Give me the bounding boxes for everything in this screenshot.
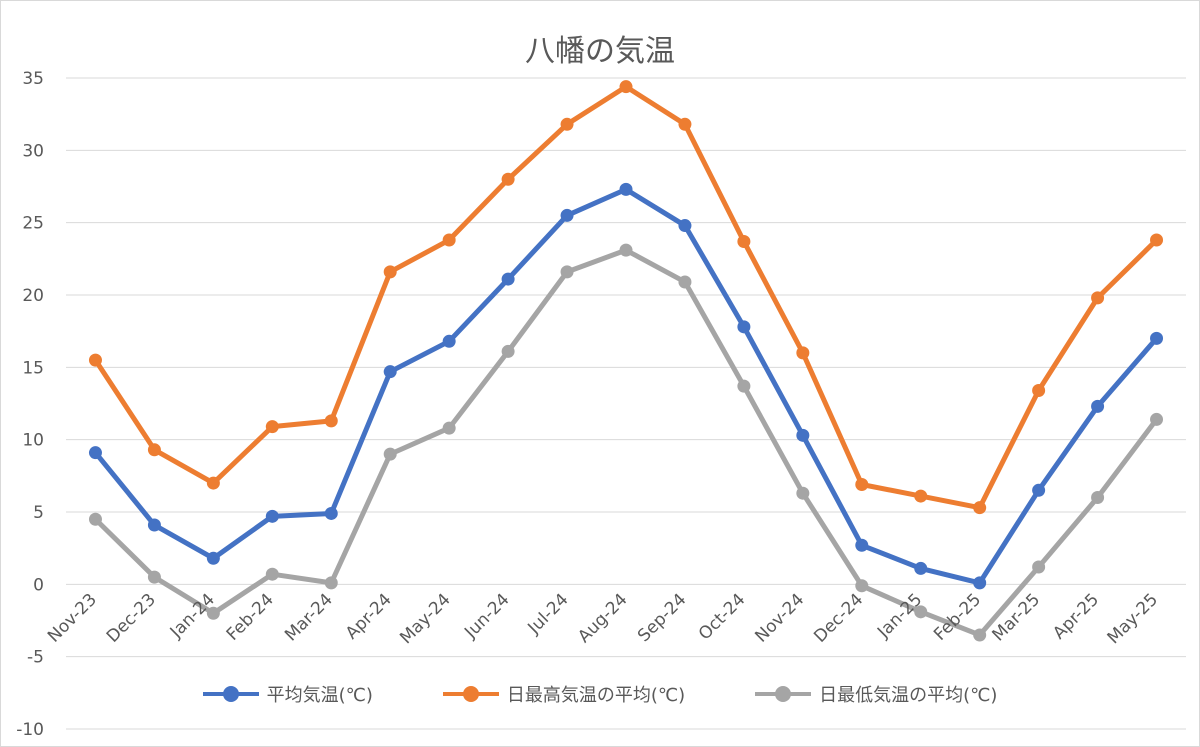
y-tick-label: 0	[33, 575, 44, 595]
x-tick-label: May-25	[1104, 590, 1162, 648]
data-point	[442, 421, 456, 435]
data-point	[678, 275, 692, 289]
x-tick-label: Apr-24	[342, 590, 396, 644]
data-point	[383, 265, 397, 279]
y-tick-label: 25	[22, 214, 44, 234]
data-point	[737, 379, 751, 393]
x-tick-label: Aug-24	[574, 590, 631, 647]
y-tick-label: 10	[22, 431, 44, 451]
data-point	[501, 172, 515, 186]
data-point	[147, 518, 161, 532]
data-point	[1091, 491, 1105, 505]
chart-title: 八幡の気温	[525, 34, 675, 69]
data-point	[914, 489, 928, 503]
legend-swatch	[442, 686, 499, 702]
data-point	[206, 606, 220, 620]
data-point	[1091, 399, 1105, 413]
x-tick-label: Mar-24	[281, 590, 337, 646]
data-point	[206, 551, 220, 565]
x-tick-label: Dec-24	[810, 590, 867, 647]
data-point	[442, 334, 456, 348]
x-tick-label: Nov-23	[44, 590, 101, 647]
y-tick-label: 5	[33, 503, 44, 523]
gridlines	[66, 77, 1186, 730]
data-point	[206, 476, 220, 490]
y-tick-label: -5	[27, 648, 44, 668]
data-point	[1150, 331, 1164, 345]
data-point	[914, 605, 928, 619]
data-point	[88, 446, 102, 460]
data-point	[1032, 560, 1046, 574]
data-point	[88, 512, 102, 526]
data-point	[560, 117, 574, 131]
data-point	[383, 365, 397, 379]
data-point	[265, 567, 279, 581]
data-point	[796, 346, 810, 360]
series-line	[92, 84, 1160, 511]
data-point	[501, 344, 515, 358]
x-tick-label: Nov-24	[751, 590, 808, 647]
x-tick-label: Feb-24	[223, 590, 278, 645]
data-point	[324, 506, 338, 520]
y-tick-label: 35	[22, 69, 44, 89]
data-point	[855, 478, 869, 492]
data-point	[88, 353, 102, 367]
data-point	[619, 182, 633, 196]
y-tick-label: 20	[22, 286, 44, 306]
legend-item: 平均気温(℃)	[202, 681, 373, 707]
data-point	[973, 628, 987, 642]
legend-item: 日最高気温の平均(℃)	[442, 681, 686, 707]
y-tick-label: 30	[22, 141, 44, 161]
x-tick-label: May-24	[396, 590, 454, 648]
y-tick-label: -10	[16, 720, 44, 740]
legend-item: 日最低気温の平均(℃)	[755, 681, 997, 707]
data-point	[796, 486, 810, 500]
data-point	[147, 570, 161, 584]
data-point	[914, 561, 928, 575]
x-tick-label: Oct-24	[695, 590, 750, 645]
data-point	[265, 420, 279, 434]
data-point	[737, 320, 751, 334]
data-point	[560, 208, 574, 222]
data-point	[855, 538, 869, 552]
data-point	[501, 272, 515, 286]
data-point	[1032, 483, 1046, 497]
x-tick-label: Jul-24	[524, 590, 573, 639]
data-point	[678, 219, 692, 233]
data-point	[1091, 291, 1105, 305]
data-point	[973, 501, 987, 515]
data-point	[324, 414, 338, 428]
data-point	[619, 80, 633, 94]
legend-swatch	[202, 686, 259, 702]
legend-label: 平均気温(℃)	[266, 685, 373, 706]
x-tick-label: Apr-25	[1049, 590, 1103, 644]
data-point	[1150, 412, 1164, 426]
y-tick-label: 15	[22, 358, 44, 378]
legend-label: 日最低気温の平均(℃)	[819, 685, 998, 706]
data-point	[973, 576, 987, 590]
data-point	[147, 443, 161, 457]
x-tick-label: Sep-24	[634, 590, 690, 646]
data-point	[678, 117, 692, 131]
data-point	[737, 234, 751, 248]
data-point	[855, 579, 869, 593]
data-point	[619, 243, 633, 257]
data-point	[1032, 383, 1046, 397]
data-point	[324, 576, 338, 590]
data-point	[1150, 233, 1164, 247]
data-point	[796, 428, 810, 442]
data-point	[560, 265, 574, 279]
legend-swatch	[755, 686, 812, 702]
legend-label: 日最高気温の平均(℃)	[506, 685, 686, 706]
data-point	[442, 233, 456, 247]
data-point	[265, 509, 279, 523]
x-tick-label: Jun-24	[460, 590, 513, 643]
y-tick-labels: -10 -5 0 5 10 15 20 25 30 35	[16, 69, 44, 740]
data-point	[383, 447, 397, 461]
x-tick-label: Dec-23	[103, 590, 160, 647]
legend: 平均気温(℃) 日最高気温の平均(℃) 日最低気温の平均(℃)	[0, 681, 1200, 707]
series-lines	[88, 80, 1164, 642]
